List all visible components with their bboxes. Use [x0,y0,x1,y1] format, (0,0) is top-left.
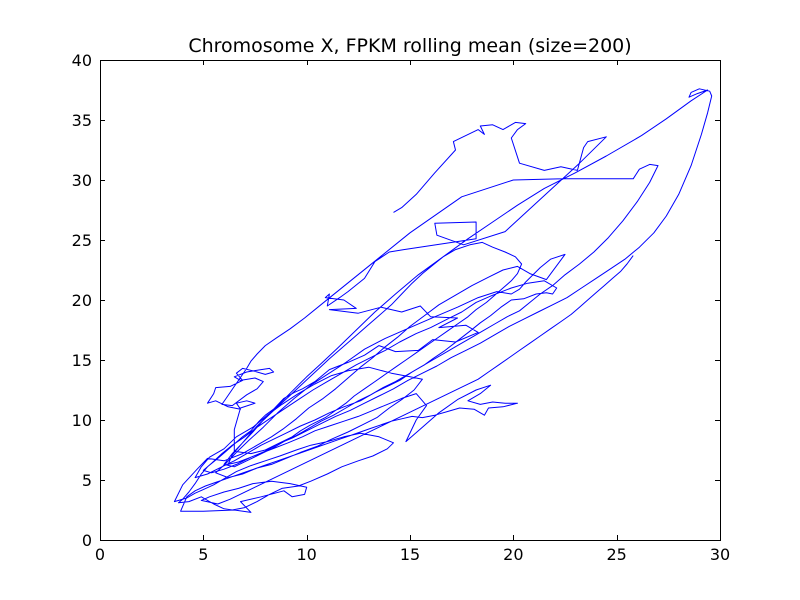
y-tick-label: 25 [72,231,92,250]
x-tick-label: 0 [95,545,105,564]
x-axis: 0 5 10 15 20 25 30 [95,60,730,564]
x-tick-label: 25 [606,545,626,564]
x-tick-label: 20 [503,545,523,564]
y-tick-label: 15 [72,351,92,370]
plot-area [100,60,721,541]
y-tick-label: 5 [82,471,92,490]
y-tick-label: 35 [72,111,92,130]
x-tick-label: 10 [296,545,316,564]
y-tick-label: 10 [72,411,92,430]
axes-frame [100,60,721,541]
y-axis: 0 5 10 15 20 25 30 35 40 [72,51,720,550]
x-tick-label: 5 [198,545,208,564]
y-tick-label: 20 [72,291,92,310]
y-tick-label: 30 [72,171,92,190]
y-tick-label: 0 [82,531,92,550]
chart-title: Chromosome X, FPKM rolling mean (size=20… [188,35,631,57]
x-tick-label: 15 [400,545,420,564]
x-tick-label: 30 [710,545,730,564]
y-tick-label: 40 [72,51,92,70]
series-line [173,88,713,513]
